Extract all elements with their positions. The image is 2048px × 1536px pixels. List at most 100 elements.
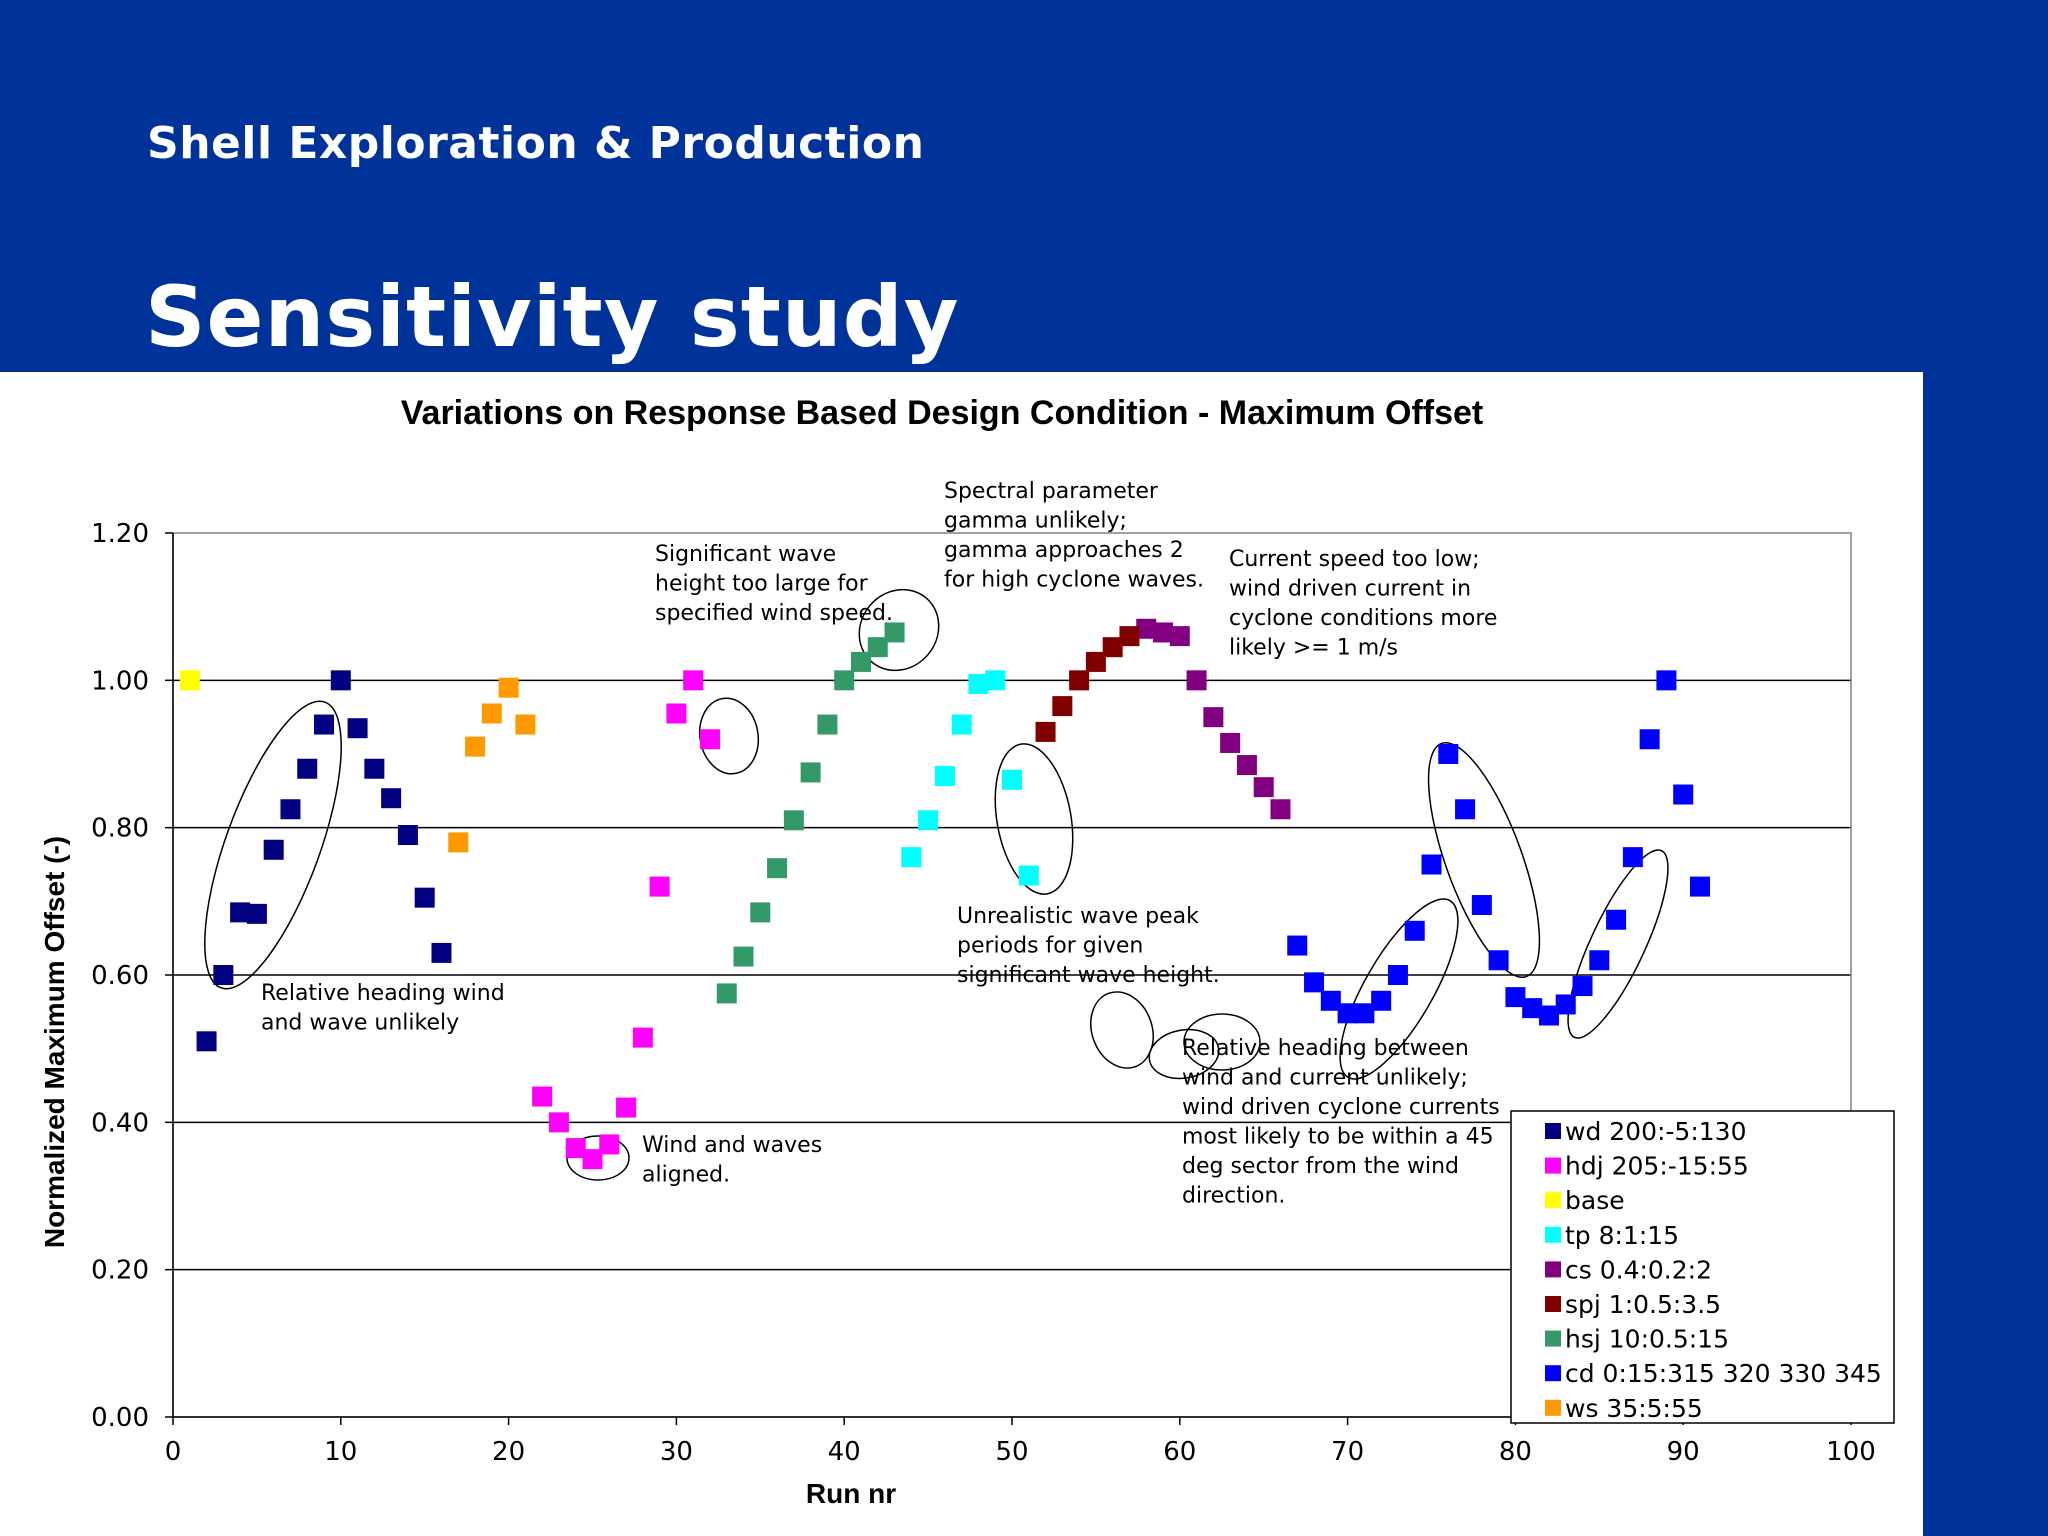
x-tick-label: 0 (165, 1437, 182, 1467)
data-point (347, 718, 368, 739)
data-point (1639, 729, 1660, 750)
data-point (1538, 1005, 1559, 1026)
legend-label: cd 0:15:315 320 330 345 (1565, 1359, 1882, 1388)
data-point (1689, 876, 1710, 897)
data-point (364, 758, 385, 779)
data-point (448, 832, 469, 853)
data-point (1471, 895, 1492, 916)
data-point (1337, 1003, 1358, 1024)
legend-swatch (1545, 1123, 1561, 1139)
x-tick-label: 10 (324, 1437, 357, 1467)
data-point (414, 887, 435, 908)
x-tick-label: 70 (1331, 1437, 1364, 1467)
data-point (1085, 651, 1106, 672)
legend-swatch (1545, 1226, 1561, 1243)
data-point (481, 703, 502, 724)
data-point (1236, 755, 1257, 776)
legend-swatch (1545, 1157, 1561, 1174)
data-point (1354, 1003, 1375, 1024)
data-point (582, 1149, 603, 1170)
chart-panel: Variations on Response Based Design Cond… (0, 372, 1923, 1536)
annotation-ellipse (1567, 849, 1669, 1039)
data-point (767, 858, 788, 879)
data-point (1438, 744, 1459, 764)
annotation-ellipse (994, 743, 1074, 895)
data-point (1522, 998, 1543, 1019)
annotation-ellipse (1339, 898, 1459, 1080)
data-point (934, 766, 955, 787)
data-point (1421, 854, 1442, 875)
legend-label: spj 1:0.5:3.5 (1565, 1290, 1721, 1319)
data-point (1455, 799, 1476, 820)
data-point (1304, 972, 1325, 993)
data-point (1572, 976, 1593, 997)
data-point (599, 1134, 620, 1155)
slide-title: Sensitivity study (145, 268, 960, 366)
y-tick-label: 0.60 (91, 961, 149, 991)
legend-label: hsj 10:0.5:15 (1565, 1325, 1729, 1354)
data-point (716, 983, 737, 1004)
annotation-ellipse (858, 588, 940, 672)
data-point (1656, 670, 1677, 691)
y-tick-label: 0.80 (91, 814, 149, 844)
y-tick-label: 0.00 (91, 1403, 149, 1433)
legend-box (1510, 1110, 1895, 1424)
x-tick-label: 30 (660, 1437, 693, 1467)
annotation-ellipse (1148, 1028, 1220, 1080)
data-point (565, 1138, 586, 1159)
x-tick-label: 40 (828, 1437, 861, 1467)
data-point (1153, 622, 1174, 643)
data-point (397, 825, 418, 846)
legend-label: hdj 205:-15:55 (1565, 1152, 1749, 1181)
legend: wd 200:-5:130 hdj 205:-15:55 base tp 8:1:15… (1510, 1110, 1895, 1424)
data-point (1220, 732, 1241, 753)
data-points (179, 618, 1710, 1170)
data-point (314, 714, 335, 735)
data-point (498, 677, 519, 698)
legend-swatch (1545, 1365, 1561, 1382)
y-axis-label: Normalized Maximum Offset (-) (39, 836, 70, 1248)
data-point (1555, 994, 1576, 1015)
annotation-text: Relative heading between wind and current… (1182, 1036, 1500, 1209)
x-tick-label: 50 (995, 1437, 1028, 1467)
data-point (1169, 626, 1190, 647)
data-point (1102, 637, 1123, 658)
data-point (632, 1027, 653, 1048)
axes: 0.00 0.20 0.40 0.60 0.80 1.00 1.20 0 10 20 30 40 50 6… (91, 519, 1876, 1467)
x-tick-label: 80 (1499, 1437, 1532, 1467)
y-tick-label: 1.20 (91, 519, 149, 549)
data-point (548, 1112, 569, 1133)
data-point (649, 876, 670, 897)
x-tick-label: 20 (492, 1437, 525, 1467)
legend-swatch (1545, 1261, 1561, 1278)
annotation-ellipse (1183, 1013, 1261, 1071)
data-point (1673, 784, 1694, 805)
legend-swatch (1545, 1296, 1561, 1312)
data-point (431, 942, 452, 963)
data-point (196, 1031, 217, 1052)
annotation-ellipse (204, 700, 342, 990)
data-point (1002, 769, 1022, 790)
data-point (1606, 909, 1627, 930)
legend-label: ws 35:5:55 (1565, 1394, 1703, 1423)
data-point (515, 714, 536, 735)
annotation-ellipse (1427, 742, 1541, 978)
x-tick-label: 90 (1667, 1437, 1700, 1467)
data-point (297, 758, 318, 779)
data-point (280, 799, 301, 820)
data-point (733, 946, 754, 967)
data-point (1622, 847, 1643, 868)
data-point (230, 902, 251, 923)
legend-swatch (1545, 1399, 1561, 1416)
data-point (783, 810, 804, 831)
data-point (1052, 696, 1073, 717)
data-point (901, 847, 922, 868)
data-point (850, 651, 871, 672)
data-point (683, 670, 704, 691)
data-point (263, 839, 284, 860)
data-point (985, 670, 1006, 691)
data-point (246, 903, 267, 924)
annotation-text: Current speed too low; wind driven curren… (1229, 547, 1497, 661)
legend-swatch (1545, 1192, 1561, 1209)
x-tick-label: 60 (1163, 1437, 1196, 1467)
